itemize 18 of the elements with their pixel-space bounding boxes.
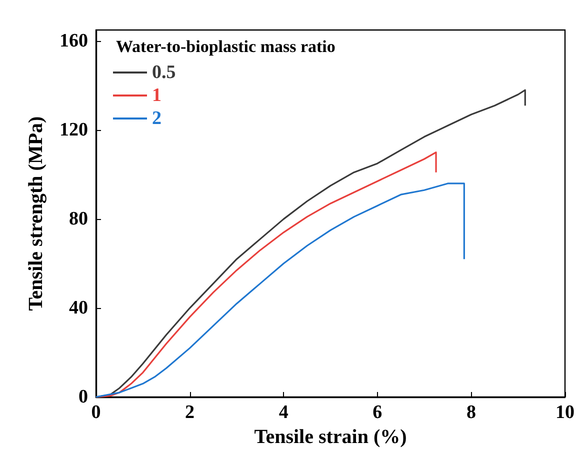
y-axis-title: Tensile strength (MPa) [25,116,47,311]
legend-label: 2 [152,108,162,129]
x-tick-label: 4 [278,402,289,423]
y-tick-label: 160 [60,30,88,52]
legend-label: 1 [152,85,162,106]
line-series [95,182,465,398]
y-tick-label: 80 [69,208,88,230]
x-tick-label: 0 [91,402,101,423]
legend-title: Water-to-bioplastic mass ratio [116,37,336,56]
y-tick-label: 0 [78,386,88,408]
x-tick-label: 10 [556,402,574,423]
x-axis-title: Tensile strain (%) [254,426,407,448]
x-tick-label: 6 [372,402,382,423]
x-tick-label: 8 [466,402,476,423]
y-tick-label: 120 [60,120,88,141]
legend-label: 0.5 [152,62,176,83]
y-tick-label: 40 [69,298,88,319]
x-tick-label: 2 [185,402,195,423]
